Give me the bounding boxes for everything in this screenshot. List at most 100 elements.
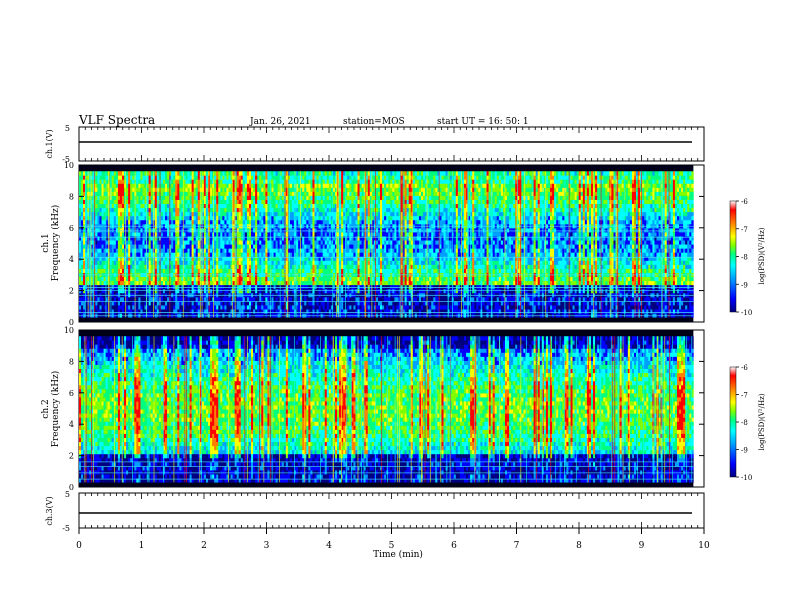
spectrogram-cell — [171, 192, 173, 196]
spectrogram-cell — [267, 228, 269, 232]
spectrogram-cell — [306, 183, 308, 187]
spectrogram-cell — [341, 277, 343, 281]
spectrogram-cell — [128, 277, 130, 281]
spectrogram-cell — [349, 265, 351, 269]
spectrogram-cell — [163, 240, 165, 244]
spectrogram-cell — [171, 277, 173, 281]
spectrogram-cell — [251, 289, 253, 293]
spectrogram-cell — [310, 289, 312, 293]
spectrogram-cell — [142, 192, 144, 196]
spectrogram-cell — [329, 244, 331, 248]
spectrogram-cell — [165, 277, 167, 281]
spectrogram-cell — [263, 285, 265, 289]
spectrogram-cell — [249, 265, 251, 269]
spectrogram-cell — [323, 179, 325, 183]
spectrogram-cell — [132, 269, 134, 273]
spectrogram-cell — [302, 269, 304, 273]
spectrogram-cell — [163, 252, 165, 256]
spectrogram-cell — [126, 240, 128, 244]
spectrogram-cell — [263, 220, 265, 224]
spectrogram-cell — [249, 179, 251, 183]
spectrogram-cell — [349, 196, 351, 200]
spectrogram-cell — [149, 196, 151, 200]
spectrogram-cell — [263, 204, 265, 208]
spectrogram-cell — [261, 248, 263, 252]
spectrogram-cell — [224, 171, 226, 175]
spectrogram-cell — [276, 261, 278, 265]
spectrogram-cell — [99, 297, 101, 301]
spectrogram-cell — [175, 188, 177, 192]
spectrogram-cell — [102, 244, 104, 248]
spectrogram-cell — [142, 216, 144, 220]
spectrogram-cell — [261, 196, 263, 200]
spectrogram-cell — [210, 175, 212, 179]
spectrogram-cell — [312, 179, 314, 183]
spectrogram-cell — [175, 305, 177, 309]
spectrogram-cell — [245, 171, 247, 175]
spectrogram-cell — [253, 248, 255, 252]
spectrogram-cell — [302, 277, 304, 281]
spectrogram-cell — [249, 281, 251, 285]
spectrogram-cell — [167, 305, 169, 309]
spectrogram-cell — [167, 196, 169, 200]
spectrogram-cell — [177, 240, 179, 244]
spectrogram-cell — [138, 179, 140, 183]
spectrogram-cell — [224, 289, 226, 293]
spectrogram-cell — [315, 232, 317, 236]
spectrogram-cell — [122, 183, 124, 187]
spectrogram-cell — [255, 252, 257, 256]
spectrogram-cell — [323, 183, 325, 187]
spectrogram-cell — [325, 183, 327, 187]
spectrogram-cell — [128, 248, 130, 252]
spectrogram-cell — [196, 175, 198, 179]
spectrogram-cell — [317, 200, 319, 204]
spectrogram-cell — [272, 183, 274, 187]
spectrogram-cell — [138, 248, 140, 252]
spectrogram-cell — [319, 305, 321, 309]
spectrogram-cell — [102, 179, 104, 183]
spectrogram-cell — [165, 232, 167, 236]
spectrogram-cell — [272, 269, 274, 273]
spectrogram-cell — [257, 179, 259, 183]
spectrogram-cell — [183, 208, 185, 212]
spectrogram-cell — [226, 240, 228, 244]
spectrogram-cell — [196, 248, 198, 252]
spectrogram-cell — [319, 269, 321, 273]
spectrogram-cell — [138, 188, 140, 192]
spectrogram-cell — [229, 244, 231, 248]
spectrogram-cell — [255, 297, 257, 301]
spectrogram-cell — [229, 248, 231, 252]
spectrogram-cell — [216, 175, 218, 179]
spectrogram-cell — [142, 228, 144, 232]
spectrogram-cell — [304, 204, 306, 208]
spectrogram-cell — [95, 269, 97, 273]
spectrogram-cell — [259, 305, 261, 309]
spectrogram-cell — [190, 200, 192, 204]
spectrogram-cell — [179, 192, 181, 196]
spectrogram-cell — [255, 305, 257, 309]
spectrogram-cell — [349, 216, 351, 220]
spectrogram-cell — [247, 281, 249, 285]
spectrogram-cell — [102, 289, 104, 293]
spectrogram-cell — [136, 179, 138, 183]
spectrogram-cell — [265, 216, 267, 220]
spectrogram-cell — [116, 179, 118, 183]
spectrogram-cell — [192, 183, 194, 187]
spectrogram-cell — [210, 261, 212, 265]
spectrogram-cell — [304, 240, 306, 244]
spectrogram-cell — [265, 220, 267, 224]
spectrogram-cell — [140, 285, 142, 289]
spectrogram-cell — [319, 200, 321, 204]
spectrogram-cell — [165, 204, 167, 208]
spectrogram-cell — [274, 256, 276, 260]
spectrogram-cell — [99, 277, 101, 281]
spectrogram-cell — [257, 289, 259, 293]
spectrogram-cell — [167, 175, 169, 179]
spectrogram-cell — [229, 305, 231, 309]
spectrogram-cell — [210, 212, 212, 216]
spectrogram-cell — [173, 175, 175, 179]
spectrogram-cell — [263, 228, 265, 232]
spectrogram-cell — [278, 188, 280, 192]
spectrogram-cell — [247, 269, 249, 273]
spectrogram-cell — [267, 244, 269, 248]
